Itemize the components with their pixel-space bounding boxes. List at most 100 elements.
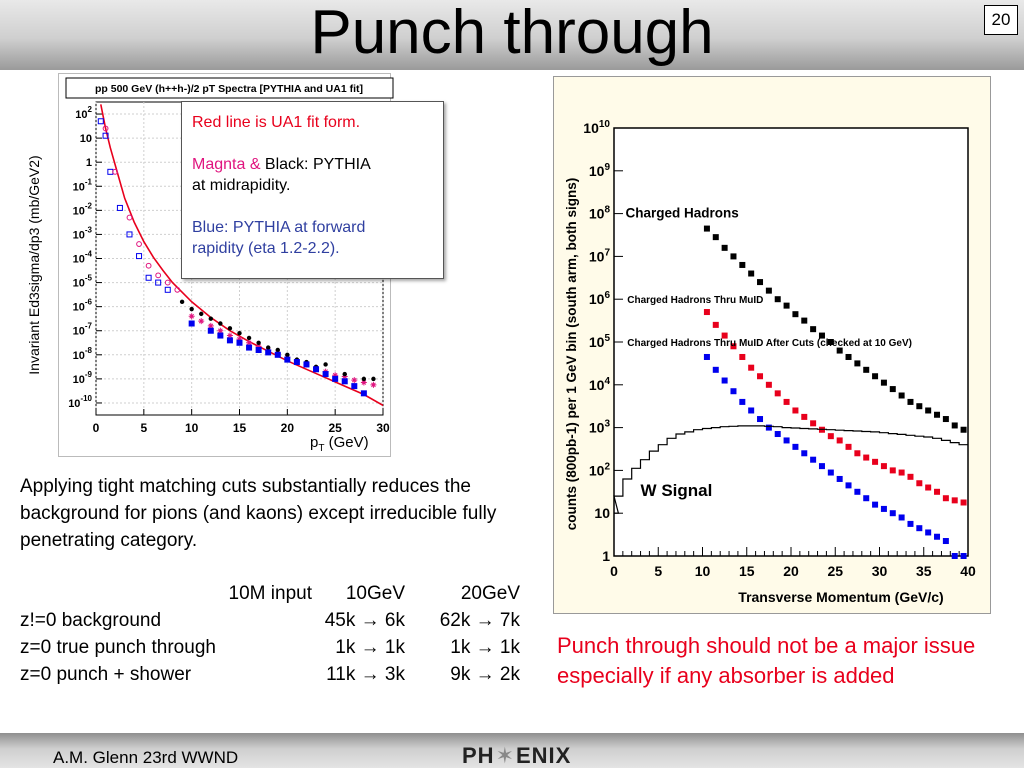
- right-data-point: [757, 416, 764, 423]
- right-data-point: [898, 469, 905, 476]
- left-data-point: [351, 383, 358, 390]
- legend-note-box: Red line is UA1 fit form. Magnta & Black…: [181, 101, 444, 279]
- left-y-tick-label: 102: [75, 105, 92, 121]
- left-chart-title: pp 500 GeV (h++h-)/2 pT Spectra [PYTHIA …: [95, 83, 363, 95]
- right-data-point: [712, 234, 719, 241]
- left-data-point: [255, 346, 262, 353]
- left-data-point: [265, 349, 272, 356]
- right-data-point: [739, 261, 746, 268]
- right-data-point: [889, 510, 896, 517]
- right-data-point: [801, 413, 808, 420]
- left-y-tick-label: 10-4: [73, 250, 93, 266]
- right-data-point: [960, 426, 967, 433]
- right-y-tick-label: 109: [589, 162, 611, 179]
- note-magenta-label: Magnta &: [192, 156, 261, 173]
- left-y-tick-label: 10-6: [73, 298, 93, 314]
- left-y-tick-label: 10: [80, 133, 92, 145]
- right-data-point: [916, 480, 923, 487]
- left-data-point: [293, 359, 300, 366]
- note-midrapidity: at midrapidity.: [192, 177, 291, 194]
- right-data-point: [774, 296, 781, 303]
- right-data-point: [889, 386, 896, 393]
- left-x-tick-label: 0: [93, 421, 100, 435]
- note-pythia-mid: Magnta & Black: PYTHIA: [192, 154, 433, 175]
- table-cell-10gev: 45k → 6k: [324, 610, 405, 631]
- right-data-point: [801, 450, 808, 457]
- right-data-point: [765, 424, 772, 431]
- left-y-tick-label: 10-9: [73, 370, 93, 386]
- left-data-point: [284, 356, 291, 363]
- right-data-point: [863, 454, 870, 461]
- right-data-point: [827, 433, 834, 440]
- right-data-point: [934, 533, 941, 540]
- right-data-point: [730, 388, 737, 395]
- right-data-point: [703, 309, 710, 316]
- right-data-point: [872, 373, 879, 380]
- right-y-tick-label: 102: [589, 461, 611, 478]
- right-data-point: [951, 497, 958, 504]
- right-data-point: [925, 529, 932, 536]
- right-data-point: [836, 437, 843, 444]
- left-x-tick-label: 25: [328, 421, 342, 435]
- table-cell-label: z=0 punch + shower: [20, 664, 192, 685]
- left-data-point: [246, 335, 252, 341]
- left-data-point: [227, 326, 233, 331]
- table-cell-label: z=0 true punch through: [20, 637, 216, 658]
- left-series-filled-square: [188, 320, 367, 397]
- left-data-point: [303, 361, 310, 368]
- left-data-point: [126, 231, 133, 238]
- left-data-point: [351, 377, 358, 384]
- right-annotation: W Signal: [641, 481, 713, 500]
- right-x-tick-label: 15: [739, 563, 755, 579]
- note-black-label: Black: PYTHIA: [260, 156, 371, 173]
- right-data-point: [810, 420, 817, 427]
- slide-title: Punch through: [310, 0, 714, 67]
- left-data-point: [332, 372, 339, 379]
- left-data-point: [226, 337, 233, 344]
- left-data-point: [155, 279, 162, 286]
- left-data-point: [341, 373, 348, 380]
- right-x-tick-label: 10: [695, 563, 711, 579]
- left-data-point: [164, 279, 171, 286]
- right-data-point: [836, 347, 843, 354]
- right-data-point: [739, 353, 746, 360]
- right-y-axis-label: counts (800pb-1) per 1 GeV bin (south ar…: [564, 178, 579, 531]
- right-x-tick-label: 25: [827, 563, 843, 579]
- right-data-point: [810, 326, 817, 333]
- left-data-point: [236, 336, 243, 343]
- right-data-point: [818, 463, 825, 470]
- left-data-point: [313, 366, 320, 373]
- left-data-point: [256, 340, 261, 345]
- left-x-tick-label: 5: [140, 421, 147, 435]
- left-series-open-circle: [102, 125, 181, 293]
- table-cell-20gev: 1k → 1k: [450, 637, 520, 658]
- right-y-tick-label: 10: [594, 505, 610, 521]
- left-data-point: [136, 241, 142, 247]
- conclusion-text: Punch through should not be a major issu…: [557, 633, 976, 688]
- right-data-point: [792, 443, 799, 450]
- left-data-point: [360, 390, 367, 397]
- right-series-000000: [703, 225, 967, 433]
- table-cell-10gev: 1k → 1k: [335, 637, 405, 658]
- right-data-point: [880, 463, 887, 470]
- right-data-point: [810, 456, 817, 463]
- right-data-point: [827, 339, 834, 345]
- right-data-point: [942, 538, 949, 545]
- table-header-10gev: 10GeV: [345, 583, 405, 604]
- left-data-point: [188, 313, 195, 320]
- right-data-point: [934, 411, 941, 418]
- right-x-tick-label: 35: [916, 563, 932, 579]
- ua1-fit-curve: [100, 104, 384, 407]
- right-data-point: [951, 422, 958, 429]
- table-cell-20gev: 62k → 7k: [439, 610, 520, 631]
- right-x-tick-label: 5: [654, 563, 662, 579]
- right-data-point: [748, 364, 755, 371]
- footer-bar: [0, 733, 1024, 768]
- right-y-tick-label: 1010: [583, 119, 610, 136]
- left-data-point: [207, 327, 214, 334]
- body-text: Applying tight matching cuts substantial…: [20, 476, 497, 551]
- right-data-point: [765, 287, 772, 294]
- left-data-point: [266, 345, 271, 350]
- left-y-tick-label: 10-10: [68, 394, 92, 410]
